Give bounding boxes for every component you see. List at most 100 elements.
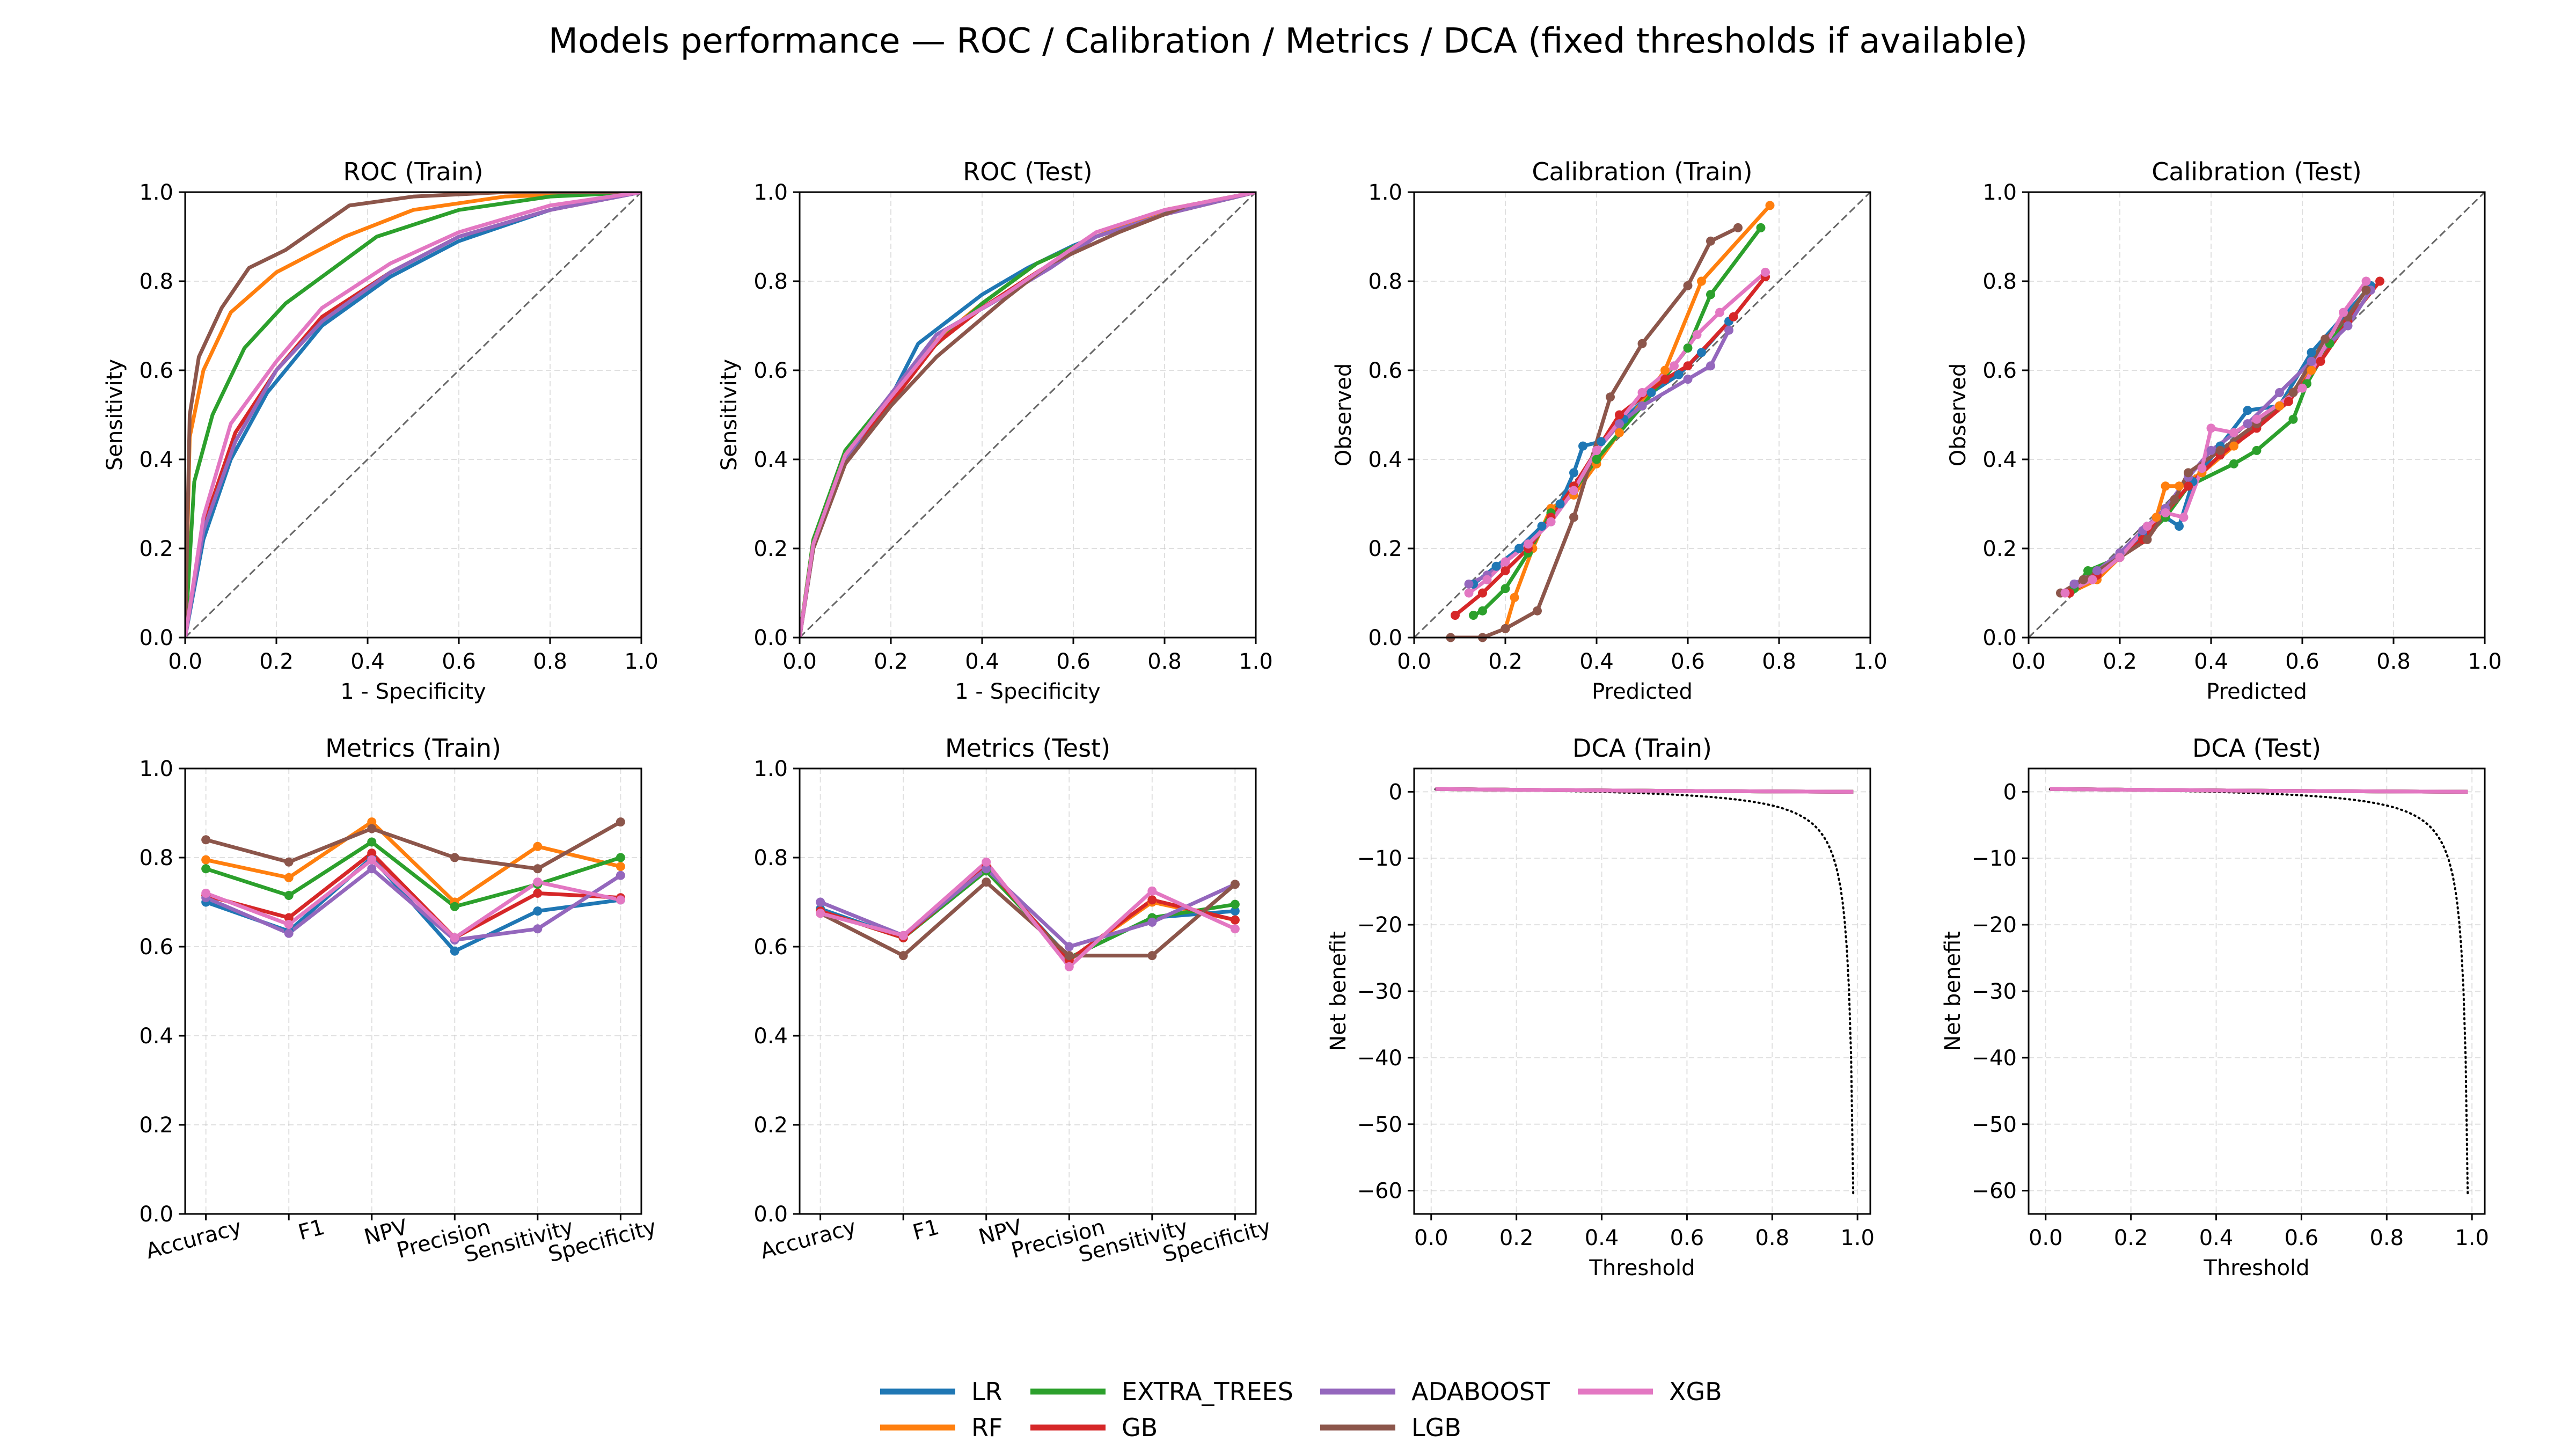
series-line-gb (205, 851, 621, 940)
data-point-gb (1683, 361, 1693, 371)
data-point-xgb (982, 857, 991, 867)
y-tick-label: 0.0 (139, 626, 173, 650)
series-line-extra_trees (185, 192, 641, 638)
data-point-adaboost (2275, 388, 2284, 397)
chart-panel-2: 0.0 0.2 0.4 0.6 0.8 1.0 0.0 0.2 0.4 0.6 0.8 1.0 ROC … (717, 157, 1273, 704)
plot-area (205, 820, 622, 953)
x-tick-label: 0.8 (1147, 649, 1182, 674)
data-point-extra_trees (201, 864, 211, 874)
legend-entry-gb: GB (1030, 1413, 1158, 1442)
x-axis-label: 1 - Specificity (340, 679, 486, 704)
data-point-rf (616, 862, 625, 872)
x-tick-label: 0.4 (350, 649, 385, 674)
x-axis-label: 1 - Specificity (955, 679, 1100, 704)
y-tick-label: −40 (1357, 1046, 1402, 1071)
y-tick-label: −20 (1972, 913, 2017, 938)
data-point-extra_trees (1501, 584, 1510, 594)
data-point-adaboost (2069, 579, 2079, 589)
data-point-xgb (2115, 553, 2125, 562)
data-point-lgb (1064, 951, 1074, 961)
legend: LR RF EXTRA_TREES GB ADABOOST LGB XGB (880, 1377, 1722, 1442)
series-line-rf (205, 820, 621, 904)
y-tick-label: 1.0 (753, 180, 788, 205)
data-point-lr (1646, 388, 1656, 397)
y-tick-label: 0.4 (1982, 448, 2017, 472)
x-tick-label: 1.0 (1840, 1226, 1875, 1250)
series-line-lgb (819, 880, 1236, 958)
data-point-xgb (2161, 508, 2170, 518)
grid (800, 769, 1256, 1214)
plot-area (819, 860, 1236, 969)
y-tick-label: 0.8 (753, 846, 788, 870)
data-point-xgb (1147, 886, 1157, 896)
data-point-xgb (1464, 588, 1474, 598)
reference-diagonal (800, 192, 1256, 638)
data-point-extra_trees (1756, 223, 1766, 232)
data-point-lr (1230, 906, 1240, 916)
y-axis-label: Sensitivity (717, 359, 742, 471)
data-point-lr (533, 906, 543, 916)
data-point-xgb (1692, 330, 1702, 340)
y-axis-label: Observed (1946, 363, 1971, 466)
data-point-xgb (284, 920, 294, 929)
series-line-lgb (800, 192, 1256, 638)
chart-panel-4: 0.0 0.2 0.4 0.6 0.8 1.0 0.0 0.2 0.4 0.6 0.8 1.0 Cali… (1946, 157, 2502, 704)
series-line-extra_trees (205, 840, 621, 909)
data-point-lr (1569, 468, 1578, 478)
chart-title: Calibration (Train) (1532, 157, 1752, 186)
y-tick-label: −30 (1357, 979, 1402, 1004)
chart-title: ROC (Train) (343, 157, 483, 186)
data-point-rf (284, 873, 294, 882)
data-point-extra_trees (2252, 445, 2262, 455)
data-point-xgb (2229, 428, 2238, 437)
axes-frame (184, 191, 642, 639)
axes-frame (799, 767, 1257, 1215)
data-point-rf (1660, 365, 1670, 375)
legend-label: LGB (1411, 1413, 1461, 1442)
plot-area (185, 192, 641, 638)
chart-title: Metrics (Test) (945, 734, 1110, 763)
reference-diagonal (185, 192, 641, 638)
y-tick-label: 1.0 (139, 180, 173, 205)
legend-entry-xgb: XGB (1578, 1377, 1722, 1406)
x-tick-label: 0.6 (1056, 649, 1091, 674)
y-tick-label: 1.0 (753, 757, 788, 781)
y-tick-label: 0.4 (139, 1024, 173, 1049)
data-point-lr (2243, 406, 2252, 415)
chart-panel-1: 0.0 0.2 0.4 0.6 0.8 1.0 0.0 0.2 0.4 0.6 0.8 1.0 ROC … (103, 157, 658, 704)
legend-entry-extra_trees: EXTRA_TREES (1030, 1377, 1293, 1406)
chart-title: DCA (Test) (2192, 734, 2321, 763)
y-tick-label: 0.8 (1368, 269, 1402, 294)
data-point-extra_trees (1706, 290, 1715, 299)
data-point-adaboost (2243, 419, 2252, 429)
axes-frame (2028, 191, 2486, 639)
data-point-xgb (450, 933, 459, 942)
y-tick-label: 0.4 (139, 448, 173, 472)
y-tick-label: −20 (1357, 913, 1402, 938)
data-point-gb (367, 848, 377, 858)
data-point-lgb (2288, 388, 2298, 397)
data-point-lr (1514, 544, 1524, 553)
data-point-lr (1555, 499, 1565, 509)
y-tick-label: −10 (1972, 846, 2017, 871)
plot-area (800, 192, 1256, 638)
grid (185, 192, 641, 638)
x-tick-label: 0.4 (1585, 1226, 1619, 1250)
data-point-adaboost (1706, 361, 1715, 371)
data-point-extra_trees (2229, 459, 2238, 469)
x-tick-label: 0.6 (2285, 649, 2319, 674)
grid (2029, 192, 2485, 638)
data-point-extra_trees (1683, 343, 1693, 353)
data-point-adaboost (816, 897, 825, 907)
data-point-xgb (2206, 423, 2216, 433)
x-tick-label: 0.2 (2114, 1226, 2148, 1250)
data-point-lgb (1637, 339, 1647, 348)
y-tick-label: 0.6 (753, 358, 788, 383)
data-point-lr (450, 946, 459, 956)
data-point-rf (367, 817, 377, 827)
x-tick-label: 0.2 (1488, 649, 1523, 674)
y-tick-label: 0.6 (1368, 358, 1402, 383)
x-tick-label: 0.0 (2029, 1226, 2063, 1250)
x-tick-label: 0.6 (1670, 1226, 1704, 1250)
